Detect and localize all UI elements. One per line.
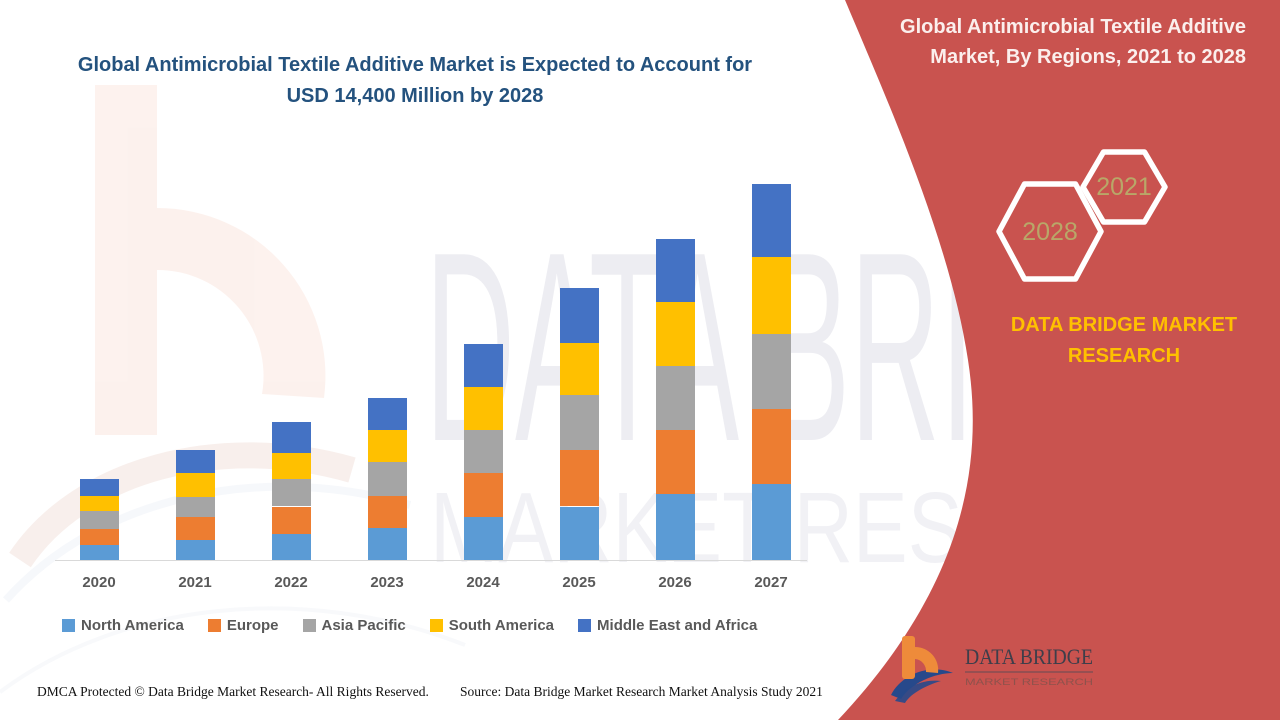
legend-label-asia-pacific: Asia Pacific bbox=[321, 617, 406, 634]
bar-segment-2020-south-america bbox=[79, 495, 119, 512]
x-axis-label-2022: 2022 bbox=[274, 574, 308, 591]
bar-segment-2026-south-america bbox=[655, 301, 695, 366]
chart-legend: North America Europe Asia Pacific South Ame… bbox=[62, 617, 757, 634]
hexagon-2028-label: 2028 bbox=[1022, 218, 1078, 246]
bar-segment-2026-asia-pacific bbox=[655, 365, 695, 431]
legend-swatch-north-america bbox=[62, 619, 75, 632]
bar-segment-2024-north-america bbox=[463, 517, 503, 560]
bar-segment-2025-middle-east-and-africa bbox=[559, 287, 599, 343]
bar-segment-2021-asia-pacific bbox=[175, 497, 215, 518]
bar-segment-2027-asia-pacific bbox=[751, 333, 791, 409]
bar-segment-2021-south-america bbox=[175, 472, 215, 498]
legend-swatch-asia-pacific bbox=[302, 619, 316, 632]
logo-wordmark-line1: DATA BRIDGE bbox=[965, 644, 1093, 669]
bar-segment-2026-north-america bbox=[655, 494, 695, 560]
x-axis-label-2026: 2026 bbox=[658, 574, 692, 591]
x-axis-line bbox=[55, 560, 807, 561]
legend-label-europe: Europe bbox=[226, 617, 279, 634]
legend-item-europe: Europe bbox=[207, 617, 279, 634]
bar-segment-2026-middle-east-and-africa bbox=[655, 239, 695, 302]
bar-segment-2022-south-america bbox=[271, 453, 311, 479]
chart-title: Global Antimicrobial Textile Additive Ma… bbox=[77, 54, 753, 107]
side-panel-title: Global Antimicrobial Textile Additive Ma… bbox=[900, 16, 1246, 68]
footer-copyright: DMCA Protected © Data Bridge Market Rese… bbox=[37, 684, 429, 699]
legend-swatch-middle-east-and-africa bbox=[578, 619, 592, 632]
bar-segment-2023-middle-east-and-africa bbox=[367, 397, 407, 431]
bar-segment-2024-europe bbox=[463, 472, 503, 518]
legend-label-south-america: South America bbox=[448, 617, 555, 634]
legend-label-middle-east-and-africa: Middle East and Africa bbox=[597, 617, 758, 634]
bar-segment-2027-south-america bbox=[751, 257, 791, 334]
bar-segment-2021-north-america bbox=[175, 540, 215, 560]
bar-segment-2020-middle-east-and-africa bbox=[79, 478, 119, 496]
x-axis-label-2024: 2024 bbox=[466, 574, 500, 591]
bar-segment-2024-middle-east-and-africa bbox=[463, 344, 503, 388]
bar-segment-2026-europe bbox=[655, 430, 695, 495]
legend-item-south-america: South America bbox=[429, 617, 555, 634]
bar-segment-2022-middle-east-and-africa bbox=[271, 422, 311, 453]
hexagon-2021-label: 2021 bbox=[1096, 173, 1152, 201]
year-hexagons: 2028 2021 bbox=[996, 149, 1168, 282]
logo-b-mark-icon bbox=[891, 636, 953, 703]
bar-segment-2025-north-america bbox=[559, 506, 599, 560]
bar-segment-2023-asia-pacific bbox=[367, 462, 407, 496]
bar-segment-2027-europe bbox=[751, 408, 791, 484]
bar-segment-2023-north-america bbox=[367, 527, 407, 560]
bar-segment-2020-asia-pacific bbox=[79, 511, 119, 530]
bar-segment-2025-asia-pacific bbox=[559, 394, 599, 450]
legend-item-asia-pacific: Asia Pacific bbox=[302, 617, 406, 634]
bar-segment-2024-asia-pacific bbox=[463, 430, 503, 473]
bar-segment-2027-middle-east-and-africa bbox=[751, 184, 791, 258]
bar-segment-2020-europe bbox=[79, 529, 119, 545]
data-bridge-logo: DATA BRIDGE MARKET RESEARCH bbox=[891, 636, 1093, 703]
legend-label-north-america: North America bbox=[81, 617, 184, 634]
logo-wordmark-line2: MARKET RESEARCH bbox=[965, 677, 1093, 687]
bar-segment-2021-middle-east-and-africa bbox=[175, 449, 215, 473]
x-axis-label-2027: 2027 bbox=[754, 574, 788, 591]
bar-segment-2022-europe bbox=[271, 506, 311, 534]
x-axis-label-2023: 2023 bbox=[370, 574, 404, 591]
hexagon-2021: 2021 bbox=[1080, 149, 1168, 225]
legend-swatch-south-america bbox=[429, 619, 443, 632]
bar-segment-2020-north-america bbox=[79, 544, 119, 560]
footer-source: Source: Data Bridge Market Research Mark… bbox=[460, 684, 823, 699]
hexagon-2028: 2028 bbox=[996, 181, 1104, 282]
bar-segment-2024-south-america bbox=[463, 387, 503, 431]
bar-segment-2021-europe bbox=[175, 517, 215, 541]
bar-segment-2025-south-america bbox=[559, 342, 599, 395]
bar-segment-2023-europe bbox=[367, 495, 407, 528]
bar-segment-2022-north-america bbox=[271, 534, 311, 560]
x-axis-label-2025: 2025 bbox=[562, 574, 596, 591]
x-axis-label-2021: 2021 bbox=[178, 574, 212, 591]
bar-segment-2023-south-america bbox=[367, 430, 407, 463]
bar-segment-2022-asia-pacific bbox=[271, 478, 311, 507]
x-axis-label-2020: 2020 bbox=[82, 574, 116, 591]
legend-item-middle-east-and-africa: Middle East and Africa bbox=[578, 617, 757, 634]
legend-swatch-europe bbox=[207, 619, 221, 632]
bar-segment-2025-europe bbox=[559, 449, 599, 507]
brand-caption: DATA BRIDGE MARKET RESEARCH bbox=[1010, 314, 1238, 367]
legend-item-north-america: North America bbox=[62, 617, 184, 634]
bar-segment-2027-north-america bbox=[751, 483, 791, 560]
